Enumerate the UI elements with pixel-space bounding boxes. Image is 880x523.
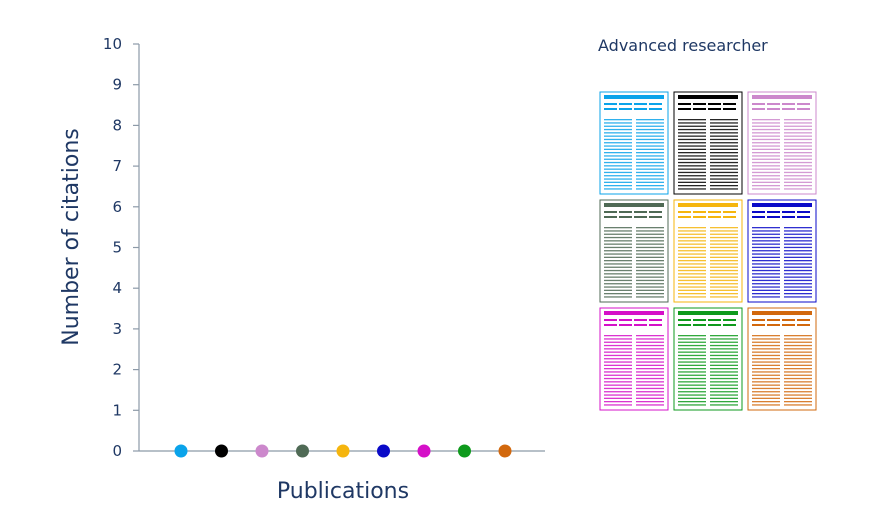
data-point <box>498 444 512 458</box>
y-tick-label: 10 <box>103 35 122 53</box>
y-tick-label: 8 <box>112 116 122 134</box>
legend-title: Advanced researcher <box>598 36 768 55</box>
data-point <box>336 444 350 458</box>
y-ticks: 0 1 2 3 4 5 6 7 8 9 10 <box>103 35 139 460</box>
x-axis-title: Publications <box>277 479 409 504</box>
y-tick-label: 3 <box>112 320 122 338</box>
document-page-icon <box>599 91 669 195</box>
data-point <box>174 444 188 458</box>
data-point <box>296 444 309 458</box>
document-page-icon <box>599 307 669 411</box>
document-page-icon <box>673 91 743 195</box>
data-point <box>215 444 228 458</box>
y-axis-title: Number of citations <box>59 128 84 346</box>
document-page-icon <box>747 91 817 195</box>
data-point <box>417 444 431 458</box>
data-points <box>174 444 512 458</box>
chart-axes <box>138 44 545 452</box>
document-page-icon <box>673 307 743 411</box>
data-point <box>458 444 471 458</box>
document-page-icon <box>673 199 743 303</box>
document-page-icon <box>747 307 817 411</box>
y-tick-label: 5 <box>112 239 122 257</box>
y-tick-label: 1 <box>112 401 122 419</box>
y-tick-label: 2 <box>112 361 122 379</box>
y-tick-label: 6 <box>112 198 122 216</box>
document-page-icon <box>747 199 817 303</box>
y-tick-label: 0 <box>112 442 122 460</box>
data-point <box>255 444 269 458</box>
y-tick-label: 9 <box>112 76 122 94</box>
y-tick-label: 7 <box>112 157 122 175</box>
document-page-icon <box>599 199 669 303</box>
data-point <box>377 444 390 458</box>
y-tick-label: 4 <box>112 279 122 297</box>
legend <box>599 91 817 411</box>
